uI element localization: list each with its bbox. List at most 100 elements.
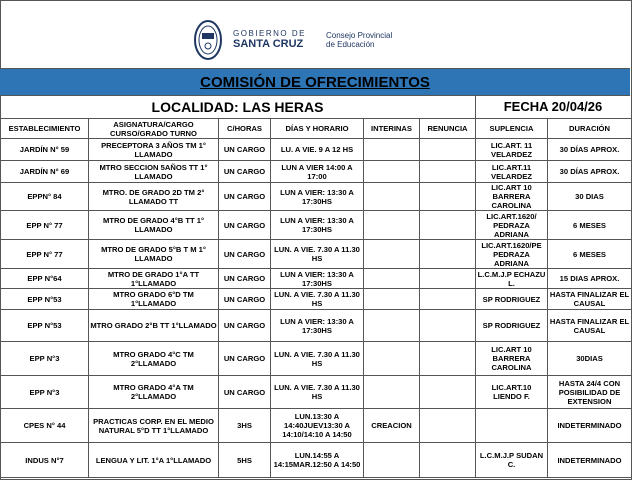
table-cell: EPPN° 84	[0, 182, 89, 211]
table-row: JARDÍN N° 59 PRECEPTORA 3 AÑOS TM 1° LLAM…	[0, 138, 632, 161]
page-title: COMISIÓN DE OFRECIMIENTOS	[200, 73, 430, 91]
offers-table: ESTABLECIMIENTO ASIGNATURA/CARGO CURSO/GR…	[0, 118, 632, 478]
title-band: COMISIÓN DE OFRECIMIENTOS	[0, 68, 630, 96]
table-cell: UN CARGO	[218, 239, 271, 269]
table-cell: 6 MESES	[547, 239, 632, 269]
table-cell: LUN A VIER: 13:30 A 17:30HS	[270, 182, 364, 211]
table-cell	[419, 160, 476, 183]
table-row: INDUS N°7 LENGUA Y LIT. 1°A 1°LLAMADO 5HS L…	[0, 442, 632, 478]
table-cell: HASTA FINALIZAR EL CAUSAL	[547, 309, 632, 342]
table-cell	[419, 239, 476, 269]
table-cell: PRACTICAS CORP. EN EL MEDIO NATURAL 5°D …	[88, 408, 219, 443]
table-cell: LUN. A VIE. 7.30 A 11.30 HS	[270, 341, 364, 376]
table-cell: LIC.ART.10 LIENDO F.	[475, 375, 548, 409]
council-line1: Consejo Provincial	[326, 31, 393, 40]
table-cell: UN CARGO	[218, 309, 271, 342]
column-header: ESTABLECIMIENTO	[0, 118, 89, 139]
table-cell: UN CARGO	[218, 341, 271, 376]
table-row: EPPN° 84 MTRO. DE GRADO 2D TM 2° LLAMADO …	[0, 182, 632, 211]
table-cell: MTRO DE GRADO 1°A TT 1°LLAMADO	[88, 268, 219, 289]
table-cell	[363, 182, 420, 211]
table-cell	[363, 288, 420, 310]
table-cell: L.C.M.J.P ECHAZU L.	[475, 268, 548, 289]
table-cell: LUN.14:55 A 14:15MAR.12:50 A 14:50	[270, 442, 364, 478]
council-name: Consejo Provincial de Educación	[326, 31, 392, 49]
header: GOBIERNO DE SANTA CRUZ Consejo Provincia…	[0, 0, 630, 68]
table-cell: LIC.ART. 11 VELARDEZ	[475, 138, 548, 161]
column-header: ASIGNATURA/CARGO CURSO/GRADO TURNO	[88, 118, 219, 139]
table-cell: EPP N°64	[0, 268, 89, 289]
table-cell: LIC.ART 10 BARRERA CAROLINA	[475, 341, 548, 376]
table-cell	[419, 268, 476, 289]
table-cell: 30 DÍAS APROX.	[547, 160, 632, 183]
table-cell	[419, 288, 476, 310]
table-cell: LIC.ART.11 VELARDEZ	[475, 160, 548, 183]
table-cell: CREACION	[363, 408, 420, 443]
table-cell: 30DIAS	[547, 341, 632, 376]
table-cell: MTRO GRADO 2°B TT 1°LLAMADO	[88, 309, 219, 342]
table-cell: 3HS	[218, 408, 271, 443]
column-header: SUPLENCIA	[475, 118, 548, 139]
table-cell	[475, 408, 548, 443]
table-cell: LUN.13:30 A 14:40JUEV13:30 A 14:10/14:10…	[270, 408, 364, 443]
table-cell	[419, 182, 476, 211]
table-cell	[419, 341, 476, 376]
table-cell: L.C.M.J.P SUDAN C.	[475, 442, 548, 478]
table-cell	[419, 138, 476, 161]
fecha: FECHA 20/04/26	[503, 99, 603, 114]
table-cell: EPP N°53	[0, 309, 89, 342]
table-cell	[363, 160, 420, 183]
table-row: EPP N°64 MTRO DE GRADO 1°A TT 1°LLAMADO UN…	[0, 268, 632, 289]
table-cell: UN CARGO	[218, 210, 271, 240]
table-cell: EPP N°53	[0, 288, 89, 310]
table-cell	[363, 138, 420, 161]
gov-line1: GOBIERNO DE	[233, 29, 306, 38]
table-cell: LIC.ART.1620/PE PEDRAZA ADRIANA	[475, 239, 548, 269]
table-cell: JARDÍN N° 59	[0, 138, 89, 161]
table-cell: INDETERMINADO	[547, 442, 632, 478]
table-cell: SP RODRIGUEZ	[475, 309, 548, 342]
table-cell: UN CARGO	[218, 182, 271, 211]
table-cell: INDUS N°7	[0, 442, 89, 478]
council-line2: de Educación	[326, 40, 375, 49]
table-cell: EPP N° 77	[0, 239, 89, 269]
table-cell	[363, 268, 420, 289]
table-cell: PRECEPTORA 3 AÑOS TM 1° LLAMADO	[88, 138, 219, 161]
table-cell: EPP N°3	[0, 341, 89, 376]
table-row: CPES N° 44 PRACTICAS CORP. EN EL MEDIO NA…	[0, 408, 632, 443]
table-cell	[363, 210, 420, 240]
table-cell: 30 DÍAS APROX.	[547, 138, 632, 161]
table-row: JARDÍN N° 69 MTRO SECCION 5AÑOS TT 1° LLA…	[0, 160, 632, 183]
table-cell: JARDÍN N° 69	[0, 160, 89, 183]
table-cell: SP RODRIGUEZ	[475, 288, 548, 310]
table-cell: LIC.ART.1620/ PEDRAZA ADRIANA	[475, 210, 548, 240]
table-cell: EPP N°3	[0, 375, 89, 409]
table-row: EPP N°53 MTRO GRADO 2°B TT 1°LLAMADO UN CA…	[0, 309, 632, 342]
gov-line2: SANTA CRUZ	[233, 38, 304, 50]
table-cell: LUN A VIER: 13:30 A 17:30HS	[270, 210, 364, 240]
table-cell: MTRO GRADO 6°D TM 1°LLAMADO	[88, 288, 219, 310]
table-cell: UN CARGO	[218, 288, 271, 310]
table-cell	[363, 442, 420, 478]
table-cell: 15 DIAS APROX.	[547, 268, 632, 289]
santa-cruz-seal-icon	[194, 20, 222, 60]
table-cell: LUN A VIER 14:00 A 17:00	[270, 160, 364, 183]
column-header: C/HORAS	[218, 118, 271, 139]
table-cell: LU. A VIE. 9 A 12 HS	[270, 138, 364, 161]
table-cell: MTRO. DE GRADO 2D TM 2° LLAMADO TT	[88, 182, 219, 211]
table-cell: INDETERMINADO	[547, 408, 632, 443]
table-cell	[419, 442, 476, 478]
table-cell	[419, 210, 476, 240]
table-cell: MTRO DE GRADO 4°B TT 1° LLAMADO	[88, 210, 219, 240]
table-row: EPP N°3 MTRO GRADO 4°C TM 2°LLAMADO UN CAR…	[0, 341, 632, 376]
table-cell: 6 MESES	[547, 210, 632, 240]
table-cell: CPES N° 44	[0, 408, 89, 443]
table-cell	[363, 309, 420, 342]
table-row: EPP N° 77 MTRO DE GRADO 5°B T M 1° LLAMAD…	[0, 239, 632, 269]
table-cell: MTRO DE GRADO 5°B T M 1° LLAMADO	[88, 239, 219, 269]
table-cell: MTRO GRADO 4°A TM 2°LLAMADO	[88, 375, 219, 409]
table-cell: UN CARGO	[218, 375, 271, 409]
table-cell: LUN. A VIE. 7.30 A 11.30 HS	[270, 375, 364, 409]
table-cell: UN CARGO	[218, 160, 271, 183]
table-cell: UN CARGO	[218, 138, 271, 161]
